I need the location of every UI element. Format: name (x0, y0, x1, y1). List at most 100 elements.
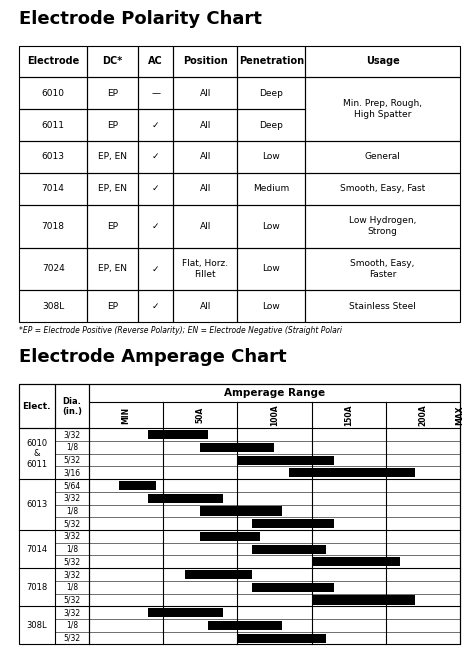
Text: EP: EP (107, 120, 118, 130)
Text: 150A: 150A (344, 404, 353, 426)
Text: MAX: MAX (456, 406, 464, 425)
Bar (87, 141, 138, 173)
Bar (138, 46, 173, 77)
Text: 5/32: 5/32 (63, 596, 81, 605)
Text: Min. Prep, Rough,
High Spatter: Min. Prep, Rough, High Spatter (343, 100, 422, 119)
Bar (19, 77, 87, 109)
Bar (55, 384, 89, 428)
Text: 6013: 6013 (26, 500, 47, 509)
Text: EP: EP (107, 89, 118, 98)
Bar (19, 384, 55, 428)
Text: 3/32: 3/32 (63, 570, 81, 579)
Text: 6011: 6011 (42, 120, 64, 130)
Bar (87, 204, 138, 247)
Bar (173, 77, 237, 109)
Bar (252, 544, 326, 554)
Text: EP, EN: EP, EN (98, 152, 127, 161)
Bar (138, 247, 173, 290)
Bar (237, 247, 305, 290)
Text: 6010: 6010 (42, 89, 64, 98)
Text: 3/32: 3/32 (63, 532, 81, 541)
Text: 7018: 7018 (42, 221, 64, 230)
Text: All: All (200, 152, 211, 161)
Text: MIN: MIN (122, 407, 131, 424)
Text: 1/8: 1/8 (66, 506, 78, 516)
Text: ✓: ✓ (152, 184, 159, 193)
Text: Medium: Medium (253, 184, 290, 193)
Text: 7024: 7024 (42, 264, 64, 273)
Bar (173, 141, 237, 173)
Bar (173, 247, 237, 290)
Text: ✓: ✓ (152, 120, 159, 130)
Bar (19, 141, 87, 173)
Bar (305, 173, 460, 204)
Text: 308L: 308L (42, 302, 64, 311)
Text: Stainless Steel: Stainless Steel (349, 302, 416, 311)
Text: *EP = Electrode Positive (Reverse Polarity); EN = Electrode Negative (Straight P: *EP = Electrode Positive (Reverse Polari… (19, 326, 342, 335)
Bar (237, 173, 305, 204)
Bar (237, 633, 326, 643)
Bar (201, 443, 274, 452)
Text: 5/64: 5/64 (63, 481, 81, 490)
Text: EP, EN: EP, EN (98, 264, 127, 273)
Bar (237, 204, 305, 247)
Text: EP, EN: EP, EN (98, 184, 127, 193)
Bar (19, 290, 87, 322)
Bar (252, 519, 334, 529)
Bar (19, 46, 87, 77)
Bar (89, 384, 460, 402)
Bar (208, 621, 282, 630)
Bar (138, 204, 173, 247)
Text: Deep: Deep (259, 89, 283, 98)
Text: Electrode Polarity Chart: Electrode Polarity Chart (19, 10, 262, 28)
Bar (87, 247, 138, 290)
Text: Position: Position (183, 57, 228, 66)
Text: 308L: 308L (27, 621, 47, 630)
Bar (138, 141, 173, 173)
Text: All: All (200, 302, 211, 311)
Bar (237, 109, 305, 141)
Text: Elect.: Elect. (22, 402, 51, 411)
Text: 100A: 100A (270, 404, 279, 426)
Bar (19, 109, 87, 141)
Text: 5/32: 5/32 (63, 633, 81, 643)
Text: Dia.
(in.): Dia. (in.) (62, 396, 82, 416)
Bar (138, 173, 173, 204)
Bar (311, 596, 415, 605)
Text: ✓: ✓ (152, 221, 159, 230)
Text: 6010
&
6011: 6010 & 6011 (26, 439, 47, 469)
Bar (201, 506, 282, 516)
Bar (173, 173, 237, 204)
Bar (148, 493, 223, 503)
Bar (311, 557, 401, 566)
Text: 3/32: 3/32 (63, 493, 81, 503)
Bar (173, 109, 237, 141)
Bar (237, 456, 334, 465)
Bar (173, 204, 237, 247)
Text: 5/32: 5/32 (63, 557, 81, 566)
Bar (148, 430, 208, 439)
Text: 200A: 200A (418, 404, 427, 426)
Text: 7014: 7014 (26, 545, 47, 553)
Text: General: General (365, 152, 401, 161)
Text: Flat, Horz.
Fillet: Flat, Horz. Fillet (182, 259, 228, 279)
Text: Low Hydrogen,
Strong: Low Hydrogen, Strong (349, 216, 416, 236)
Text: 50A: 50A (196, 408, 205, 423)
Bar (87, 77, 138, 109)
Bar (305, 290, 460, 322)
Bar (87, 46, 138, 77)
Bar (119, 481, 156, 490)
Text: 5/32: 5/32 (63, 519, 81, 528)
Bar (173, 46, 237, 77)
Bar (19, 173, 87, 204)
Text: Low: Low (263, 264, 280, 273)
Bar (305, 77, 460, 141)
Text: Amperage Range: Amperage Range (224, 388, 325, 398)
Bar (173, 290, 237, 322)
Bar (138, 109, 173, 141)
Text: 1/8: 1/8 (66, 545, 78, 553)
Text: Deep: Deep (259, 120, 283, 130)
Text: —: — (151, 89, 160, 98)
Text: Smooth, Easy, Fast: Smooth, Easy, Fast (340, 184, 425, 193)
Text: All: All (200, 89, 211, 98)
